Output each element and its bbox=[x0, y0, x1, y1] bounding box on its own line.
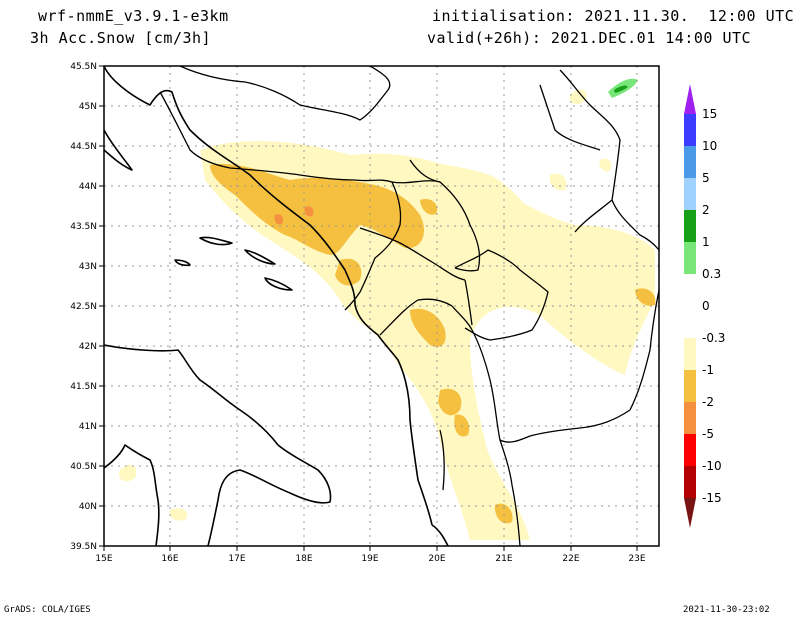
legend-label: 15 bbox=[702, 107, 717, 121]
lon-label: 15E bbox=[95, 554, 112, 564]
legend-label: -15 bbox=[702, 491, 722, 505]
legend-swatch bbox=[684, 466, 696, 498]
legend-swatch bbox=[684, 402, 696, 434]
lat-label: 45.5N bbox=[70, 62, 97, 72]
gridlines bbox=[104, 66, 659, 546]
legend-label: 0 bbox=[702, 299, 710, 313]
legend-swatch bbox=[684, 338, 696, 370]
lon-label: 17E bbox=[228, 554, 245, 564]
axis-ticks bbox=[99, 65, 638, 551]
legend-swatch bbox=[684, 178, 696, 210]
variable-title: 3h Acc.Snow [cm/3h] bbox=[30, 29, 212, 47]
color-legend: 15 10 5 2 1 0.3 0 -0.3 -1 -2 -5 -10 -15 bbox=[684, 84, 725, 528]
legend-label: 2 bbox=[702, 203, 710, 217]
lat-label: 39.5N bbox=[70, 542, 97, 552]
legend-swatch bbox=[684, 210, 696, 242]
legend-swatch bbox=[684, 370, 696, 402]
lon-label: 22E bbox=[562, 554, 579, 564]
legend-swatch bbox=[684, 434, 696, 466]
lon-label: 23E bbox=[628, 554, 645, 564]
lat-label: 43N bbox=[79, 262, 97, 272]
legend-swatch bbox=[684, 114, 696, 146]
lon-label: 16E bbox=[161, 554, 178, 564]
legend-top-arrow bbox=[684, 84, 696, 114]
lon-labels: 15E 16E 17E 18E 19E 20E 21E 22E 23E bbox=[95, 554, 645, 564]
legend-label: -1 bbox=[702, 363, 714, 377]
lon-label: 21E bbox=[495, 554, 512, 564]
snow-field bbox=[119, 78, 656, 540]
init-time: initialisation: 2021.11.30. 12:00 UTC bbox=[432, 7, 795, 25]
legend-label: 1 bbox=[702, 235, 710, 249]
lat-label: 42.5N bbox=[70, 302, 97, 312]
legend-label: 0.3 bbox=[702, 267, 721, 281]
lon-label: 20E bbox=[428, 554, 445, 564]
legend-label: -2 bbox=[702, 395, 714, 409]
footer-timestamp: 2021-11-30-23:02 bbox=[683, 605, 770, 615]
legend-swatch bbox=[684, 242, 696, 274]
coastlines bbox=[104, 66, 449, 546]
lat-label: 41N bbox=[79, 422, 97, 432]
snow-band-dark-orange bbox=[274, 206, 314, 225]
lat-label: 44N bbox=[79, 182, 97, 192]
legend-label: -0.3 bbox=[702, 331, 725, 345]
legend-label: 10 bbox=[702, 139, 717, 153]
lat-labels: 45.5N 45N 44.5N 44N 43.5N 43N 42.5N 42N … bbox=[70, 62, 97, 552]
footer-credit: GrADS: COLA/IGES bbox=[4, 605, 91, 615]
legend-label: -10 bbox=[702, 459, 722, 473]
lon-label: 19E bbox=[361, 554, 378, 564]
legend-bottom-arrow bbox=[684, 498, 696, 528]
legend-label: -5 bbox=[702, 427, 714, 441]
lat-label: 40.5N bbox=[70, 462, 97, 472]
legend-swatch bbox=[684, 146, 696, 178]
lat-label: 40N bbox=[79, 502, 97, 512]
snow-change-dark-green bbox=[614, 85, 628, 93]
valid-time: valid(+26h): 2021.DEC.01 14:00 UTC bbox=[427, 29, 752, 47]
lat-label: 43.5N bbox=[70, 222, 97, 232]
legend-swatch bbox=[684, 274, 696, 338]
lat-label: 44.5N bbox=[70, 142, 97, 152]
lon-label: 18E bbox=[295, 554, 312, 564]
country-borders bbox=[159, 66, 659, 546]
legend-label: 5 bbox=[702, 171, 710, 185]
model-title: wrf-nmmE_v3.9.1-e3km bbox=[38, 7, 229, 25]
legend-labels: 15 10 5 2 1 0.3 0 -0.3 -1 -2 -5 -10 -15 bbox=[702, 107, 725, 505]
lat-label: 41.5N bbox=[70, 382, 97, 392]
lat-label: 42N bbox=[79, 342, 97, 352]
lat-label: 45N bbox=[79, 102, 97, 112]
